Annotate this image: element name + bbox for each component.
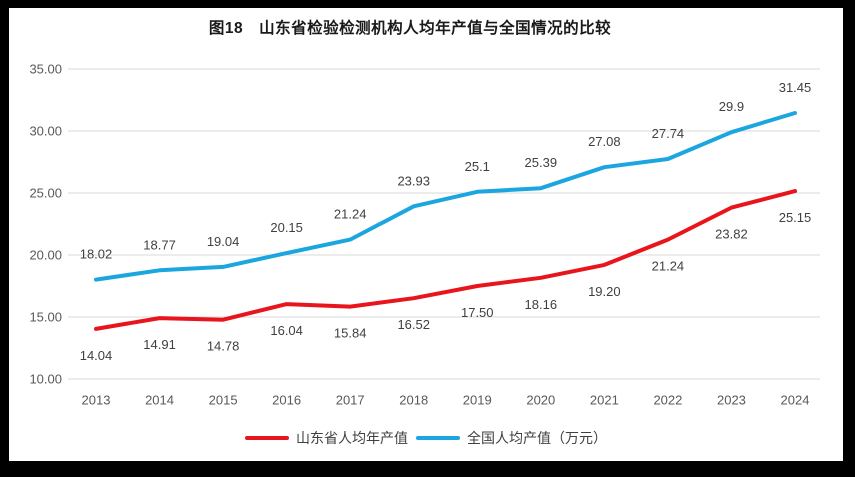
data-label: 25.39 (525, 155, 558, 170)
data-label: 18.02 (80, 247, 113, 262)
data-label: 15.84 (334, 326, 367, 341)
x-axis-tick-label: 2015 (209, 393, 238, 408)
data-label: 21.24 (652, 259, 685, 274)
data-label: 17.50 (461, 305, 494, 320)
data-label: 14.91 (143, 337, 176, 352)
y-axis-tick-label: 15.00 (29, 310, 62, 325)
x-axis-tick-label: 2013 (82, 393, 111, 408)
legend-label: 全国人均产值（万元） (467, 430, 607, 446)
data-label: 14.78 (207, 339, 240, 354)
data-label: 25.1 (465, 159, 490, 174)
y-axis-tick-label: 35.00 (29, 62, 62, 77)
data-label: 25.15 (779, 210, 812, 225)
data-label: 29.9 (719, 99, 744, 114)
data-label: 18.16 (525, 297, 558, 312)
y-axis-tick-label: 25.00 (29, 186, 62, 201)
legend-label: 山东省人均年产值 (296, 430, 408, 446)
data-label: 19.20 (588, 284, 621, 299)
x-axis-tick-label: 2019 (463, 393, 492, 408)
data-label: 31.45 (779, 80, 812, 95)
legend-item-shandong: 山东省人均年产值 (245, 428, 408, 448)
y-axis-tick-label: 10.00 (29, 372, 62, 387)
chart-title: 图18 山东省检验检测机构人均年产值与全国情况的比较 (208, 20, 612, 37)
series-line (94, 111, 797, 282)
x-axis-tick-label: 2014 (145, 393, 174, 408)
data-label: 23.93 (397, 173, 430, 188)
legend-swatch-blue-line (416, 435, 460, 441)
data-label: 20.15 (270, 220, 303, 235)
data-label: 16.04 (270, 323, 303, 338)
x-axis-tick-label: 2020 (526, 393, 555, 408)
data-label: 16.52 (397, 317, 430, 332)
data-label: 21.24 (334, 207, 367, 222)
data-label: 27.08 (588, 134, 621, 149)
data-label: 18.77 (143, 237, 176, 252)
chart-canvas (9, 8, 843, 461)
x-axis-tick-label: 2018 (399, 393, 428, 408)
data-label: 14.04 (80, 348, 113, 363)
legend-item-national: 全国人均产值（万元） (416, 428, 607, 448)
data-label: 19.04 (207, 234, 240, 249)
legend-swatch-red-line (245, 435, 289, 441)
x-axis-tick-label: 2022 (653, 393, 682, 408)
y-axis-tick-label: 30.00 (29, 124, 62, 139)
x-axis-tick-label: 2016 (272, 393, 301, 408)
series-line (94, 189, 797, 331)
x-axis-tick-label: 2017 (336, 393, 365, 408)
x-axis-tick-label: 2023 (717, 393, 746, 408)
x-axis-tick-label: 2021 (590, 393, 619, 408)
data-label: 23.82 (715, 227, 748, 242)
x-axis-tick-label: 2024 (781, 393, 810, 408)
chart-legend: 山东省人均年产值 全国人均产值（万元） (9, 428, 843, 448)
y-axis-tick-label: 20.00 (29, 248, 62, 263)
data-label: 27.74 (652, 126, 685, 141)
